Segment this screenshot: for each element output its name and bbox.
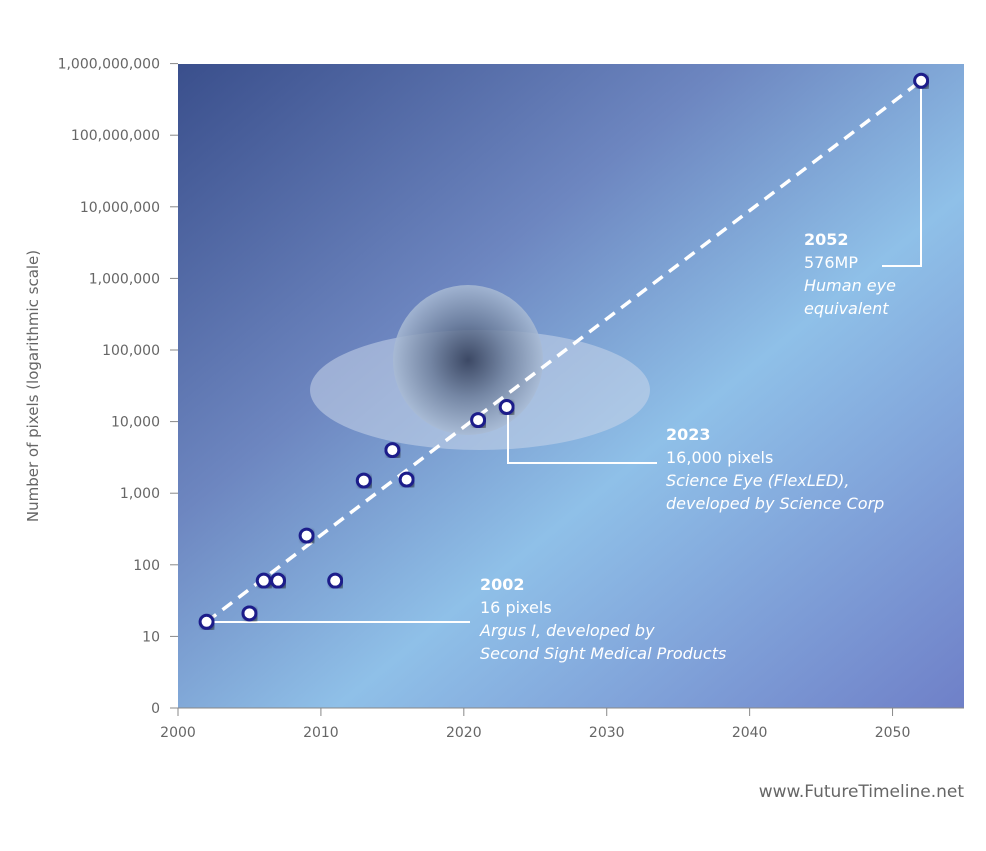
- data-point: [241, 605, 258, 622]
- data-point: [298, 527, 315, 544]
- credit: www.FutureTimeline.net: [758, 782, 964, 802]
- eye-iris: [393, 285, 543, 435]
- x-tick-label: 2020: [446, 725, 482, 741]
- annotation-year: 2002: [480, 575, 525, 594]
- data-point: [398, 471, 415, 488]
- annotation-desc: Human eye: [804, 276, 896, 295]
- y-tick-label: 1,000,000,000: [58, 57, 160, 73]
- trendline: [205, 79, 923, 624]
- x-tick-label: 2010: [303, 725, 339, 741]
- annotation-value: 16,000 pixels: [666, 448, 773, 467]
- annotation-desc: equivalent: [804, 299, 889, 318]
- annotation-desc: developed by Science Corp: [666, 494, 884, 513]
- y-tick-label: 100,000,000: [71, 128, 160, 144]
- y-tick-label: 10,000,000: [80, 200, 160, 216]
- annotation-desc: Science Eye (FlexLED),: [666, 471, 850, 490]
- data-point: [355, 472, 372, 489]
- y-tick-label: 100: [133, 558, 160, 574]
- annotation-desc: Argus I, developed by: [479, 621, 655, 640]
- data-point: [384, 442, 401, 459]
- y-tick-label: 1,000,000: [89, 271, 160, 287]
- annotation-leader-line: [882, 76, 922, 267]
- y-tick-label: 0: [151, 701, 160, 717]
- data-point: [270, 572, 287, 589]
- y-tick-label: 10: [142, 629, 160, 645]
- annotation-desc: Second Sight Medical Products: [480, 644, 726, 663]
- annotation-value: 576MP: [804, 253, 858, 272]
- x-tick-label: 2050: [875, 725, 911, 741]
- x-tick-label: 2030: [589, 725, 625, 741]
- y-tick-label: 10,000: [111, 415, 160, 431]
- annotation-year: 2052: [804, 230, 849, 249]
- x-tick-label: 2000: [160, 725, 196, 741]
- data-point: [498, 398, 515, 415]
- annotation-leader-line: [507, 410, 657, 464]
- y-tick-label: 100,000: [102, 343, 160, 359]
- data-point: [470, 412, 487, 429]
- annotation-year: 2023: [666, 425, 711, 444]
- y-tick-label: 1,000: [120, 486, 160, 502]
- data-point: [198, 613, 215, 630]
- x-tick-label: 2040: [732, 725, 768, 741]
- y-axis-label: Number of pixels (logarithmic scale): [24, 250, 42, 522]
- data-point: [327, 572, 344, 589]
- data-point: [913, 72, 930, 89]
- data-point: [255, 572, 272, 589]
- annotation-value: 16 pixels: [480, 598, 552, 617]
